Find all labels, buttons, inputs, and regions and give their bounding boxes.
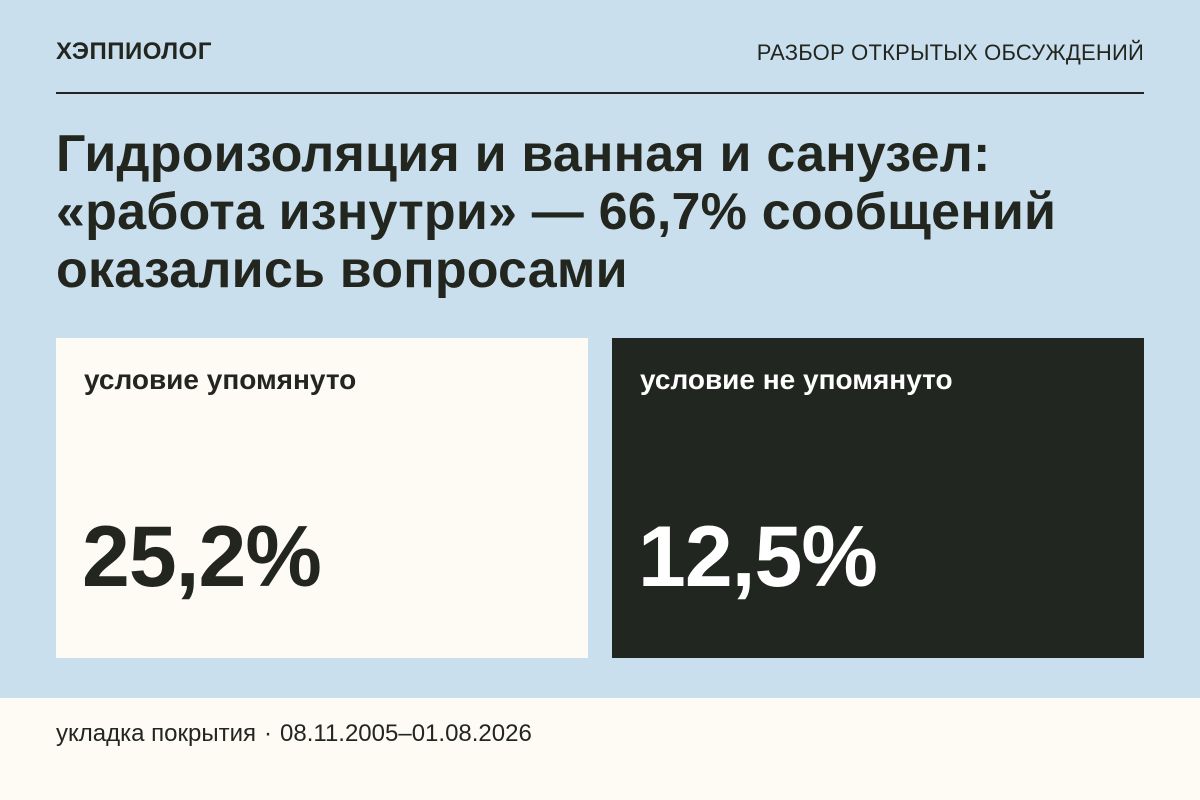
stat-value-mentioned: 25,2% bbox=[82, 509, 322, 605]
brand-name: ХЭППИОЛОГ bbox=[56, 38, 212, 65]
footer-date-range: 08.11.2005–01.08.2026 bbox=[280, 720, 532, 747]
footer-separator: · bbox=[264, 720, 273, 747]
headline-line-2: «работа изнутри» — 66,7% сообщений bbox=[56, 183, 1057, 241]
footer-topic: укладка покрытия bbox=[56, 720, 257, 747]
headline-line-1: Гидроизоляция и ванная и санузел: bbox=[56, 125, 991, 183]
stat-label-mentioned: условие упомянуто bbox=[84, 364, 357, 395]
stat-value-not-mentioned: 12,5% bbox=[638, 509, 878, 605]
top-bar: ХЭППИОЛОГ РАЗБОР ОТКРЫТЫХ ОБСУЖДЕНИЙ bbox=[56, 30, 1144, 94]
headline: Гидроизоляция и ванная и санузел: «работ… bbox=[56, 125, 1144, 299]
stat-label-not-mentioned: условие не упомянуто bbox=[640, 364, 953, 395]
footer-caption: укладка покрытия · 08.11.2005–01.08.2026 bbox=[56, 720, 532, 748]
headline-line-3: оказались вопросами bbox=[56, 241, 628, 299]
stat-card-mentioned: условие упомянуто 25,2% bbox=[56, 338, 588, 658]
footer: укладка покрытия · 08.11.2005–01.08.2026 bbox=[0, 698, 1200, 800]
stat-card-not-mentioned: условие не упомянуто 12,5% bbox=[612, 338, 1144, 658]
section-label: РАЗБОР ОТКРЫТЫХ ОБСУЖДЕНИЙ bbox=[756, 40, 1144, 65]
